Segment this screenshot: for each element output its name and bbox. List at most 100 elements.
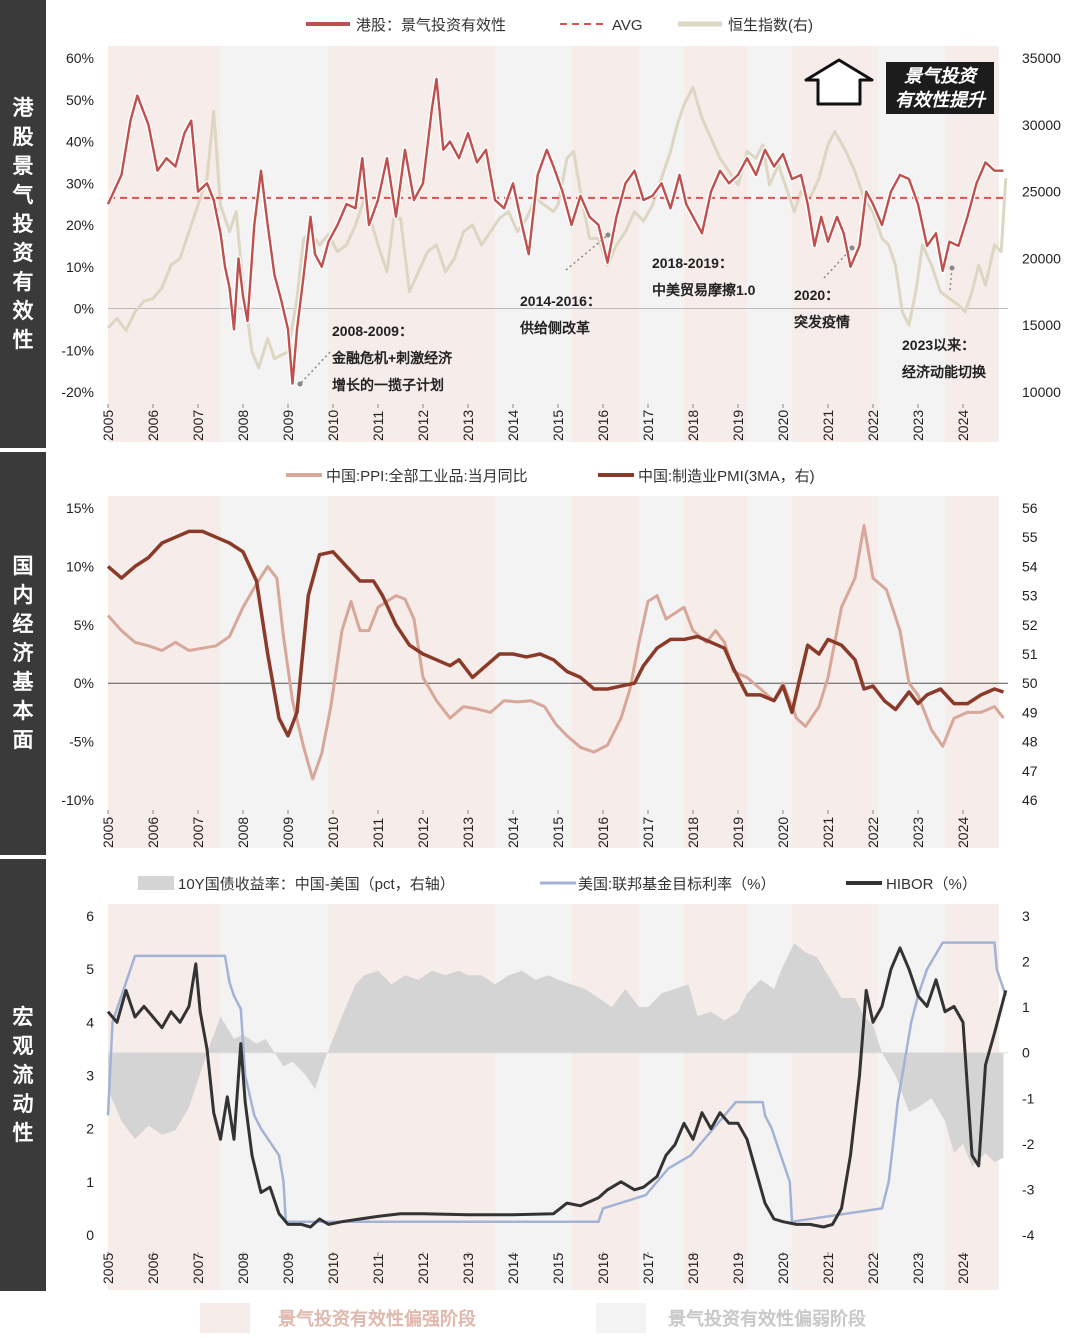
y-left-tick-label: 4	[86, 1014, 94, 1030]
annotation-4-line: 突发疫情	[794, 314, 850, 330]
y-left-tick-label: 0	[86, 1227, 94, 1243]
side-char: 国	[13, 555, 34, 578]
x-tick-label: 2021	[820, 410, 836, 441]
up-arrow-icon	[804, 58, 874, 106]
x-tick-label: 2024	[955, 817, 971, 848]
x-tick-label: 2019	[730, 1253, 746, 1284]
strong-swatch	[200, 1303, 250, 1333]
y-right-tick-label: 2	[1022, 954, 1030, 970]
strong-band	[328, 46, 495, 442]
y-right-tick-label: -2	[1022, 1136, 1035, 1152]
spread-area	[108, 943, 1004, 1167]
annotation-4-line: 2020：	[794, 287, 839, 303]
strong-band	[792, 46, 878, 442]
side-panels	[0, 0, 46, 1291]
side-panel-2	[0, 452, 46, 855]
area-series	[108, 943, 1004, 1167]
strong-band	[571, 904, 639, 1290]
y-left-tick-label: 50%	[66, 92, 94, 108]
phase-bands	[108, 46, 999, 1290]
x-tick-label: 2024	[955, 1253, 971, 1284]
x-tick-label: 2015	[550, 817, 566, 848]
x-tick-label: 2017	[640, 410, 656, 441]
annotation-2-line: 供给侧改革	[519, 320, 590, 336]
y-left-tick-label: 40%	[66, 134, 94, 150]
x-tick-label: 2023	[910, 817, 926, 848]
strong-band	[792, 496, 878, 848]
x-tick-label: 2022	[865, 410, 881, 441]
x-tick-label: 2017	[640, 817, 656, 848]
x-tick-label: 2020	[775, 817, 791, 848]
x-tick-label: 2008	[235, 1253, 251, 1284]
annotation-arrow	[565, 234, 609, 271]
legend-hibor: HIBOR（%）	[886, 876, 977, 893]
x-tick-label: 2007	[190, 817, 206, 848]
annotation-arrow-head	[297, 381, 303, 387]
side-label-1: 港股景气投资有效性	[12, 96, 35, 352]
x-tick-label: 2014	[505, 817, 521, 848]
x-tick-label: 2016	[595, 410, 611, 441]
x-tick-label: 2022	[865, 817, 881, 848]
x-tick-label: 2013	[460, 410, 476, 441]
x-tick-label: 2012	[415, 1253, 431, 1284]
y-right-tick-label: 47	[1022, 763, 1038, 779]
weak-band	[495, 46, 572, 442]
x-tick-label: 2018	[685, 817, 701, 848]
side-char: 观	[13, 1035, 34, 1058]
annotation-arrow-head	[949, 265, 955, 271]
y-left-tick-label: 30%	[66, 175, 94, 191]
legend-ffr: 美国:联邦基金目标利率（%）	[578, 876, 776, 893]
side-char: 面	[13, 729, 34, 752]
x-tick-label: 2005	[100, 410, 116, 441]
legends: 港股：景气投资有效性 AVG 恒生指数(右) 中国:PPI:全部工业品:当月同比 中国:…	[138, 17, 977, 893]
bottom-legend: 景气投资有效性偏强阶段 景气投资有效性偏弱阶段	[200, 1303, 867, 1333]
annotation-arrow-head	[849, 245, 855, 251]
side-char: 景	[13, 155, 34, 178]
y-left-tick-label: -10%	[61, 342, 94, 358]
x-tick-label: 2012	[415, 410, 431, 441]
y-left-tick-label: 60%	[66, 50, 94, 66]
strong-band	[684, 904, 747, 1290]
x-tick-label: 2005	[100, 1253, 116, 1284]
x-tick-label: 2015	[550, 410, 566, 441]
x-tick-label: 2007	[190, 1253, 206, 1284]
weak-band	[220, 496, 329, 848]
side-panel-3	[0, 859, 46, 1291]
y-left-tick-label: -10%	[61, 792, 94, 808]
y-left-tick-label: -20%	[61, 384, 94, 400]
x-tick-label: 2023	[910, 1253, 926, 1284]
y-left-tick-label: 5%	[74, 617, 94, 633]
callout-line-2: 有效性提升	[895, 90, 987, 110]
y-right-tick-label: 20000	[1022, 250, 1061, 266]
annotation-1-line: 金融危机+刺激经济	[331, 350, 453, 366]
y-right-tick-label: 15000	[1022, 317, 1061, 333]
annotation-2-line: 2014-2016：	[520, 293, 601, 309]
y-left-tick-label: -5%	[69, 734, 94, 750]
x-tick-label: 2021	[820, 817, 836, 848]
annotation-3-line: 2018-2019：	[652, 255, 733, 271]
x-tick-label: 2013	[460, 817, 476, 848]
side-char: 济	[13, 641, 35, 665]
y-right-tick-label: 1	[1022, 999, 1030, 1015]
x-tick-label: 2019	[730, 410, 746, 441]
side-char: 股	[13, 126, 34, 149]
y-left-tick-label: 3	[86, 1068, 94, 1084]
weak-band	[877, 496, 945, 848]
side-char: 流	[13, 1063, 34, 1087]
x-tick-label: 2009	[280, 817, 296, 848]
legend-effectiveness: 港股：景气投资有效性	[356, 17, 506, 34]
x-tick-label: 2014	[505, 1253, 521, 1284]
x-tick-label: 2008	[235, 817, 251, 848]
y-left-tick-label: 2	[86, 1121, 94, 1137]
x-tick-label: 2018	[685, 410, 701, 441]
side-char: 宏	[13, 1005, 34, 1029]
y-right-tick-label: 54	[1022, 558, 1038, 574]
weak-band	[639, 46, 684, 442]
side-panel-1	[0, 0, 46, 448]
side-char: 效	[13, 299, 34, 323]
x-tick-label: 2016	[595, 1253, 611, 1284]
y-right-tick-label: 49	[1022, 704, 1038, 720]
y-left-tick-label: 10%	[66, 558, 94, 574]
x-tick-label: 2008	[235, 410, 251, 441]
